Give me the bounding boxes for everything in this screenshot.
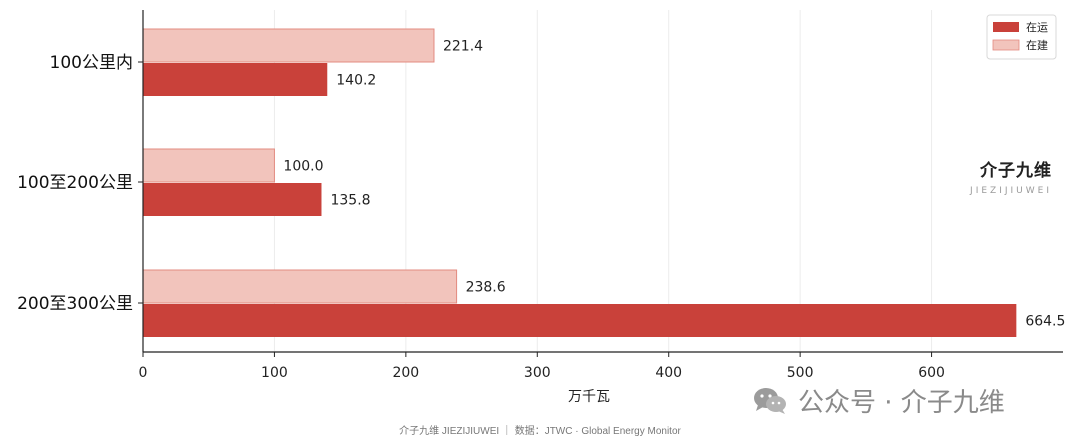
category-label-1: 100至200公里 [17,173,133,193]
x-tick-label-500: 500 [787,365,814,381]
value-label-zaijian-1: 100.0 [283,159,323,175]
bars [142,28,1017,337]
bar-zaiyun-2 [143,304,1017,337]
x-axis-title: 万千瓦 [568,389,610,405]
bar-zaiyun-1 [143,183,322,216]
x-tick-label-100: 100 [261,365,288,381]
value-label-zaiyun-0: 140.2 [336,73,376,89]
bar-zaijian-2 [142,269,458,304]
wechat-account: 公众号 · 介子九维 [752,382,1005,419]
legend-label-0: 在运 [1026,21,1048,34]
wechat-account-text: 公众号 · 介子九维 [798,388,1005,418]
category-label-2: 200至300公里 [17,294,133,314]
legend-label-1: 在建 [1026,38,1048,52]
brand-subtitle: JIEZIJIUWEI [970,186,1052,196]
bar-zaijian-1 [142,148,275,183]
category-label-0: 100公里内 [50,53,133,73]
value-label-zaijian-0: 221.4 [443,39,483,55]
x-tick-label-300: 300 [524,365,551,381]
value-label-zaiyun-2: 664.5 [1025,314,1065,330]
legend-swatch-0 [993,22,1019,32]
x-tick-label-200: 200 [392,365,419,381]
value-label-zaijian-2: 238.6 [466,280,506,296]
brand-watermark: 介子九维 JIEZIJIUWEI [970,156,1052,196]
footer-source: 介子九维 JIEZIJIUWEI ｜ 数据：JTWC · Global Ener… [399,426,681,437]
brand-name: 介子九维 [980,161,1052,181]
bar-zaiyun-0 [143,63,328,96]
value-label-zaiyun-1: 135.8 [330,193,370,209]
legend-swatch-1 [992,39,1020,51]
category-labels: 100公里内 100至200公里 200至300公里 [17,53,133,314]
x-tick-label-400: 400 [655,365,682,381]
bar-zaijian-0 [142,28,435,63]
x-tick-label-600: 600 [918,365,945,381]
axes [138,10,1063,357]
wechat-icon [754,387,786,414]
x-tick-label-0: 0 [139,365,148,381]
value-labels: 221.4 140.2 100.0 135.8 238.6 664.5 [283,39,1065,330]
x-tick-labels: 0 100 200 300 400 500 600 [139,365,945,381]
